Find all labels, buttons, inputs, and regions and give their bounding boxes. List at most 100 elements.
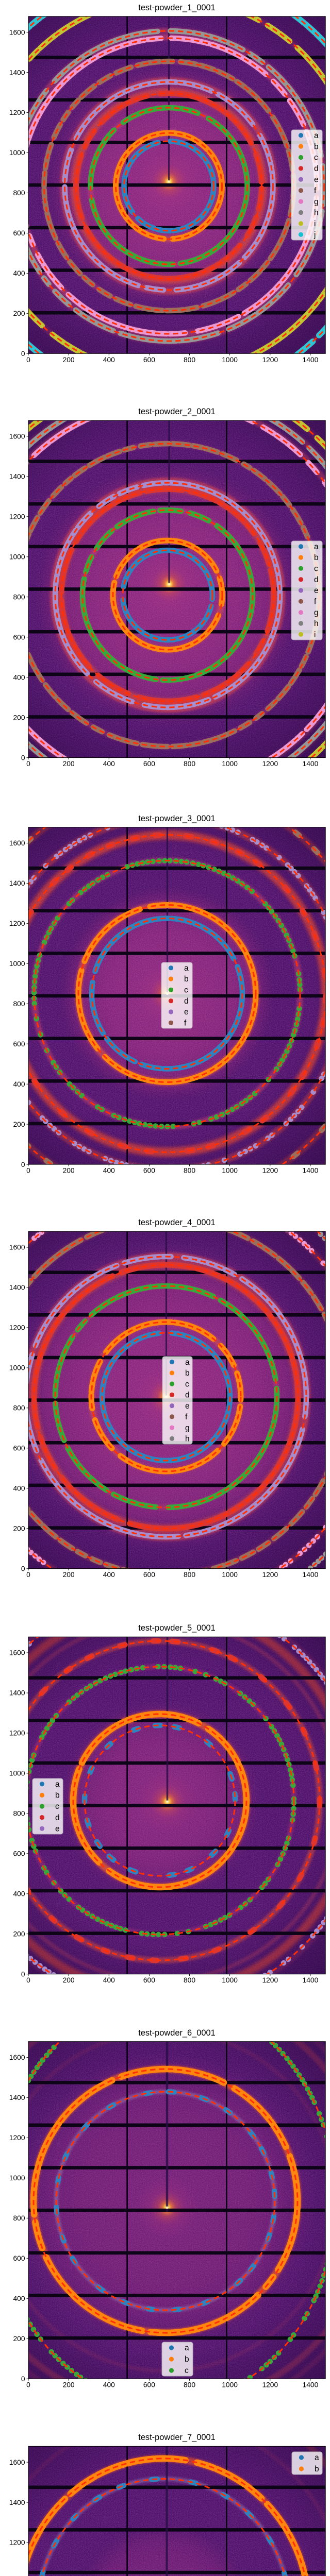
svg-text:g: g xyxy=(185,1423,190,1432)
svg-text:test-powder_1_0001: test-powder_1_0001 xyxy=(138,3,215,12)
svg-text:600: 600 xyxy=(13,1040,25,1048)
svg-text:800: 800 xyxy=(13,1404,25,1412)
svg-text:1600: 1600 xyxy=(9,839,25,847)
svg-text:1000: 1000 xyxy=(9,960,25,968)
svg-text:e: e xyxy=(314,586,319,595)
svg-text:1400: 1400 xyxy=(303,356,319,364)
svg-text:j: j xyxy=(314,231,316,240)
svg-text:400: 400 xyxy=(103,1167,115,1175)
svg-text:0: 0 xyxy=(26,1167,30,1175)
svg-text:1600: 1600 xyxy=(9,433,25,440)
svg-text:a: a xyxy=(185,2344,189,2352)
svg-text:1400: 1400 xyxy=(303,2381,319,2389)
svg-text:200: 200 xyxy=(13,1930,25,1938)
svg-text:1000: 1000 xyxy=(222,1167,238,1175)
svg-text:800: 800 xyxy=(13,1000,25,1008)
svg-text:200: 200 xyxy=(63,760,75,768)
svg-text:600: 600 xyxy=(143,1167,155,1175)
svg-text:400: 400 xyxy=(103,760,115,768)
svg-text:600: 600 xyxy=(13,2255,25,2262)
svg-text:1200: 1200 xyxy=(9,2134,25,2142)
svg-text:a: a xyxy=(314,543,319,551)
svg-text:0: 0 xyxy=(21,1565,25,1572)
svg-text:200: 200 xyxy=(63,2381,75,2389)
svg-text:0: 0 xyxy=(21,2375,25,2383)
svg-text:b: b xyxy=(55,1791,60,1800)
svg-text:800: 800 xyxy=(184,760,195,768)
svg-text:g: g xyxy=(314,608,319,617)
svg-text:200: 200 xyxy=(13,714,25,721)
svg-text:1400: 1400 xyxy=(303,760,319,768)
svg-text:400: 400 xyxy=(103,1976,115,1984)
svg-text:1000: 1000 xyxy=(222,760,238,768)
svg-text:b: b xyxy=(185,1369,190,1378)
svg-text:a: a xyxy=(184,964,189,973)
svg-text:1200: 1200 xyxy=(9,920,25,927)
svg-text:1400: 1400 xyxy=(9,2094,25,2102)
svg-text:test-powder_4_0001: test-powder_4_0001 xyxy=(138,1218,215,1227)
svg-text:1200: 1200 xyxy=(9,2539,25,2547)
svg-text:b: b xyxy=(185,2355,189,2364)
svg-text:800: 800 xyxy=(184,1167,195,1175)
svg-text:1000: 1000 xyxy=(9,1770,25,1777)
svg-text:1400: 1400 xyxy=(9,69,25,76)
svg-text:1200: 1200 xyxy=(262,760,278,768)
svg-text:600: 600 xyxy=(13,229,25,237)
svg-text:1000: 1000 xyxy=(222,356,238,364)
svg-text:b: b xyxy=(314,553,319,562)
svg-text:400: 400 xyxy=(13,673,25,681)
svg-text:h: h xyxy=(314,619,319,628)
svg-text:600: 600 xyxy=(13,1850,25,1858)
svg-text:test-powder_7_0001: test-powder_7_0001 xyxy=(138,2433,215,2442)
svg-text:c: c xyxy=(184,986,188,995)
svg-text:200: 200 xyxy=(63,356,75,364)
svg-text:h: h xyxy=(185,1435,190,1444)
svg-text:600: 600 xyxy=(143,1571,155,1579)
svg-text:a: a xyxy=(55,1780,60,1789)
svg-text:h: h xyxy=(314,209,319,217)
svg-text:1400: 1400 xyxy=(9,1284,25,1292)
svg-text:0: 0 xyxy=(26,760,30,768)
svg-text:1200: 1200 xyxy=(9,513,25,521)
svg-text:200: 200 xyxy=(63,1976,75,1984)
svg-text:600: 600 xyxy=(13,1445,25,1452)
svg-text:d: d xyxy=(184,997,189,1006)
svg-text:a: a xyxy=(185,1358,190,1367)
svg-text:1400: 1400 xyxy=(9,2499,25,2506)
svg-text:e: e xyxy=(314,176,319,184)
svg-text:f: f xyxy=(185,1413,188,1421)
svg-text:a: a xyxy=(314,131,319,140)
svg-text:800: 800 xyxy=(13,189,25,197)
svg-text:800: 800 xyxy=(184,1976,195,1984)
svg-text:1200: 1200 xyxy=(262,356,278,364)
svg-text:i: i xyxy=(314,219,316,228)
svg-text:400: 400 xyxy=(103,356,115,364)
svg-text:1600: 1600 xyxy=(9,1649,25,1657)
svg-text:400: 400 xyxy=(13,2295,25,2302)
svg-text:c: c xyxy=(55,1802,59,1811)
svg-text:1200: 1200 xyxy=(9,1730,25,1737)
svg-text:test-powder_2_0001: test-powder_2_0001 xyxy=(138,407,215,416)
svg-text:d: d xyxy=(314,164,319,173)
svg-text:f: f xyxy=(314,598,317,606)
svg-text:0: 0 xyxy=(26,1571,30,1579)
svg-text:test-powder_3_0001: test-powder_3_0001 xyxy=(138,814,215,823)
svg-text:600: 600 xyxy=(143,2381,155,2389)
svg-text:e: e xyxy=(185,1402,190,1411)
svg-text:200: 200 xyxy=(13,310,25,317)
svg-text:400: 400 xyxy=(13,1890,25,1898)
svg-text:a: a xyxy=(315,2453,319,2462)
svg-text:1200: 1200 xyxy=(262,2381,278,2389)
svg-text:1600: 1600 xyxy=(9,2459,25,2466)
svg-text:c: c xyxy=(314,565,318,573)
svg-text:c: c xyxy=(185,1380,189,1388)
svg-text:0: 0 xyxy=(26,356,30,364)
svg-text:0: 0 xyxy=(21,1161,25,1168)
svg-text:test-powder_6_0001: test-powder_6_0001 xyxy=(138,2028,215,2038)
svg-text:0: 0 xyxy=(21,754,25,761)
svg-text:600: 600 xyxy=(143,760,155,768)
svg-text:g: g xyxy=(314,197,319,206)
svg-text:0: 0 xyxy=(21,1970,25,1978)
svg-text:200: 200 xyxy=(63,1167,75,1175)
svg-text:800: 800 xyxy=(13,1810,25,1818)
